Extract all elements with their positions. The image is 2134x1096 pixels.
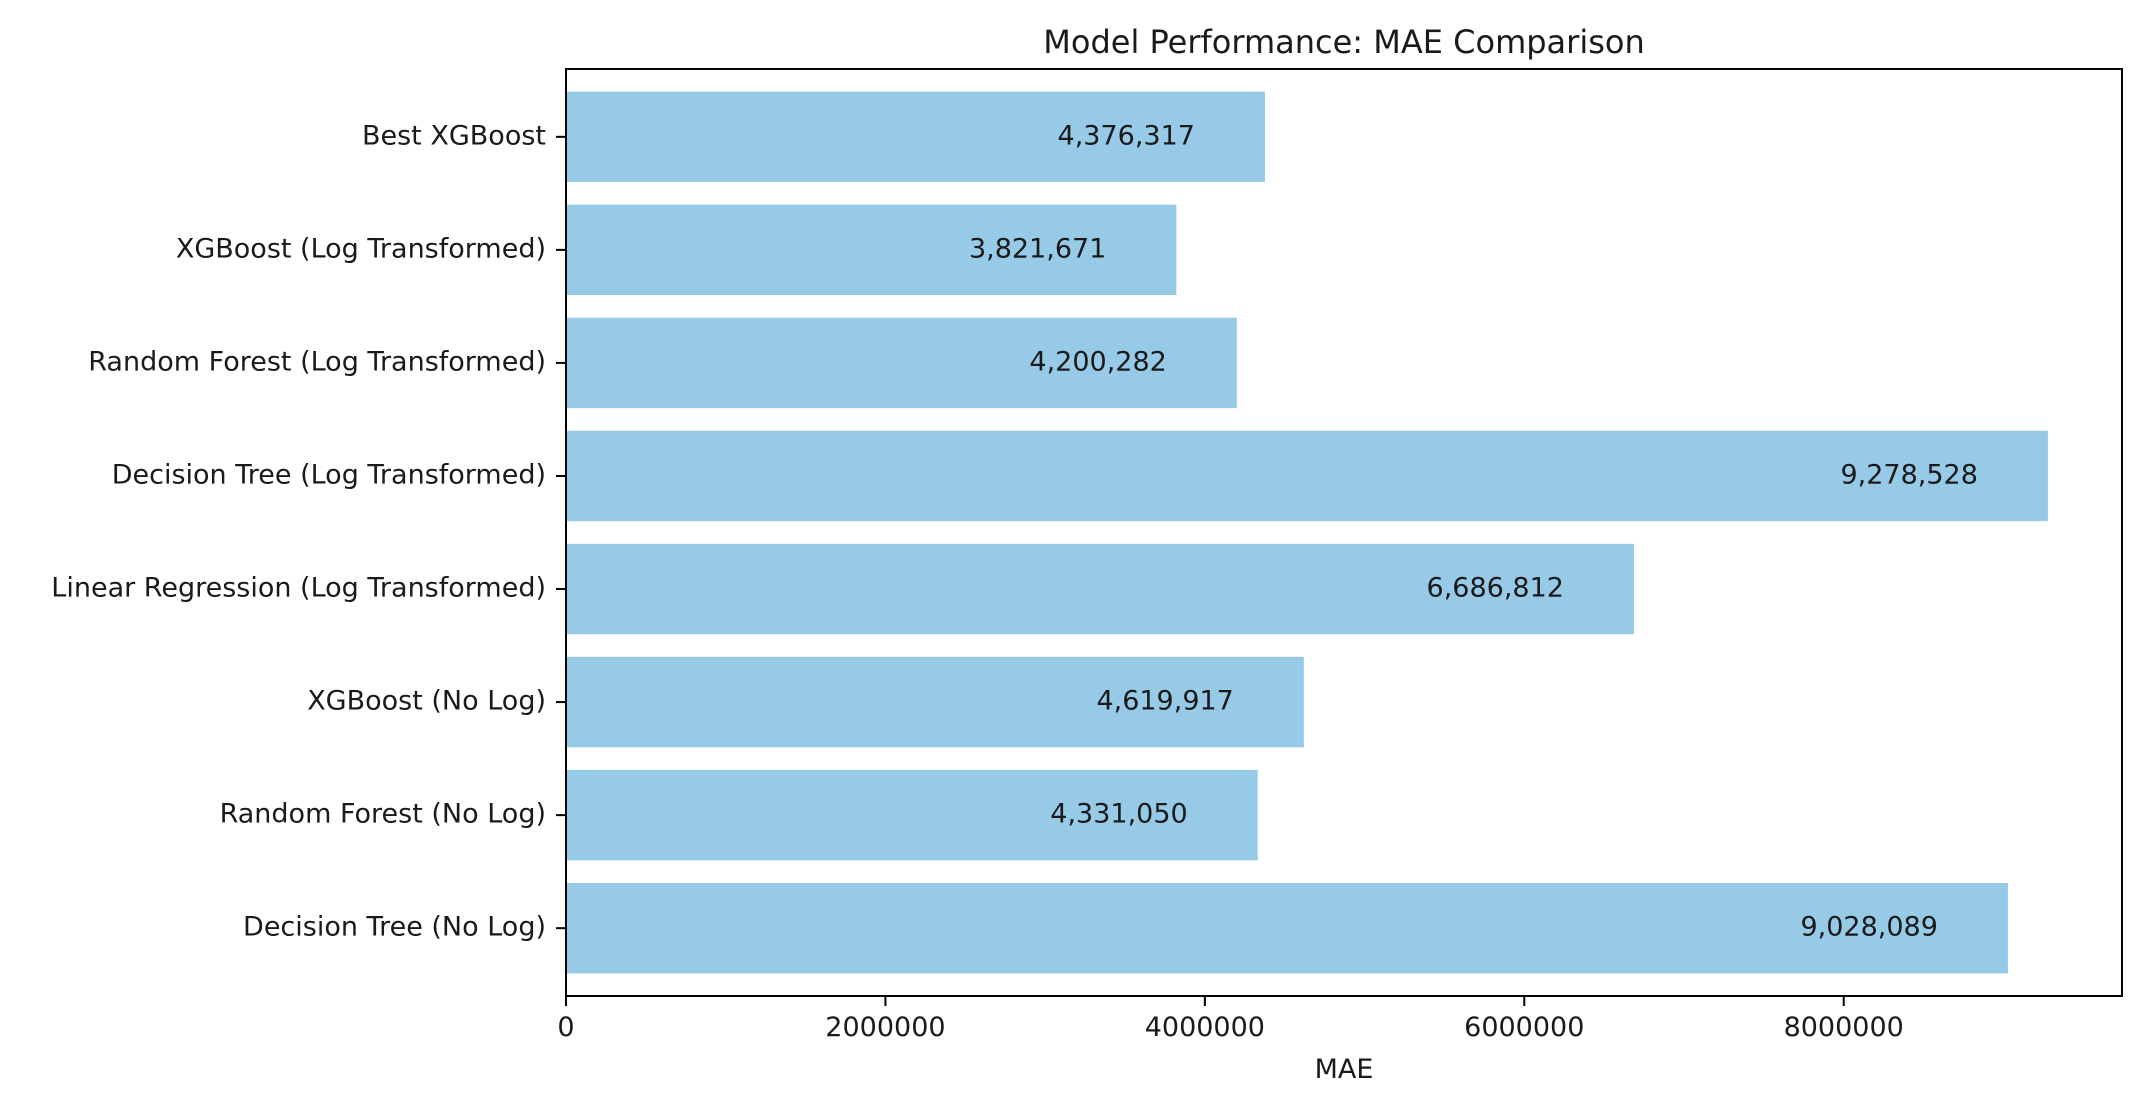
bar xyxy=(566,317,1237,409)
y-tick-label: Linear Regression (Log Transformed) xyxy=(51,573,546,604)
bar-value-label: 6,686,812 xyxy=(1427,573,1564,604)
bar-value-label: 4,331,050 xyxy=(1050,799,1187,830)
x-tick-label: 4000000 xyxy=(1145,1012,1265,1043)
bar xyxy=(566,430,2048,522)
plot-frame xyxy=(565,68,2123,997)
x-tick-label: 6000000 xyxy=(1464,1012,1584,1043)
x-tick-label: 2000000 xyxy=(825,1012,945,1043)
bar-value-label: 4,619,917 xyxy=(1096,686,1233,717)
y-tick-label: XGBoost (Log Transformed) xyxy=(176,233,546,264)
bars-layer xyxy=(566,91,2048,974)
bar xyxy=(566,656,1304,748)
y-tick-label: Best XGBoost xyxy=(362,120,546,151)
bar-value-label: 4,200,282 xyxy=(1029,346,1166,377)
y-axis-ticks: Decision Tree (No Log) Random Forest (No … xyxy=(51,120,566,943)
y-tick-label: Random Forest (Log Transformed) xyxy=(88,346,546,377)
bar-value-label: 9,028,089 xyxy=(1800,912,1937,943)
y-tick-label: XGBoost (No Log) xyxy=(307,686,546,717)
x-axis-label: MAE xyxy=(1315,1054,1374,1085)
x-tick-label: 8000000 xyxy=(1784,1012,1904,1043)
bar-value-label: 4,376,317 xyxy=(1058,120,1195,151)
y-tick-label: Decision Tree (No Log) xyxy=(243,912,546,943)
chart-title: Model Performance: MAE Comparison xyxy=(1043,23,1644,61)
bar xyxy=(566,543,1634,635)
bar xyxy=(566,882,2008,974)
bar xyxy=(566,91,1265,183)
x-axis-ticks: 0 2000000 4000000 6000000 8000000 xyxy=(557,996,1904,1043)
x-tick-label: 0 xyxy=(557,1012,574,1043)
bar xyxy=(566,769,1258,861)
bar xyxy=(566,204,1177,296)
data-labels-layer: 9,028,089 4,331,050 4,619,917 6,686,812 9,27… xyxy=(969,120,1978,942)
bar-value-label: 3,821,671 xyxy=(969,233,1106,264)
bar-value-label: 9,278,528 xyxy=(1840,459,1977,490)
y-tick-label: Random Forest (No Log) xyxy=(220,799,546,830)
y-tick-label: Decision Tree (Log Transformed) xyxy=(112,459,546,490)
